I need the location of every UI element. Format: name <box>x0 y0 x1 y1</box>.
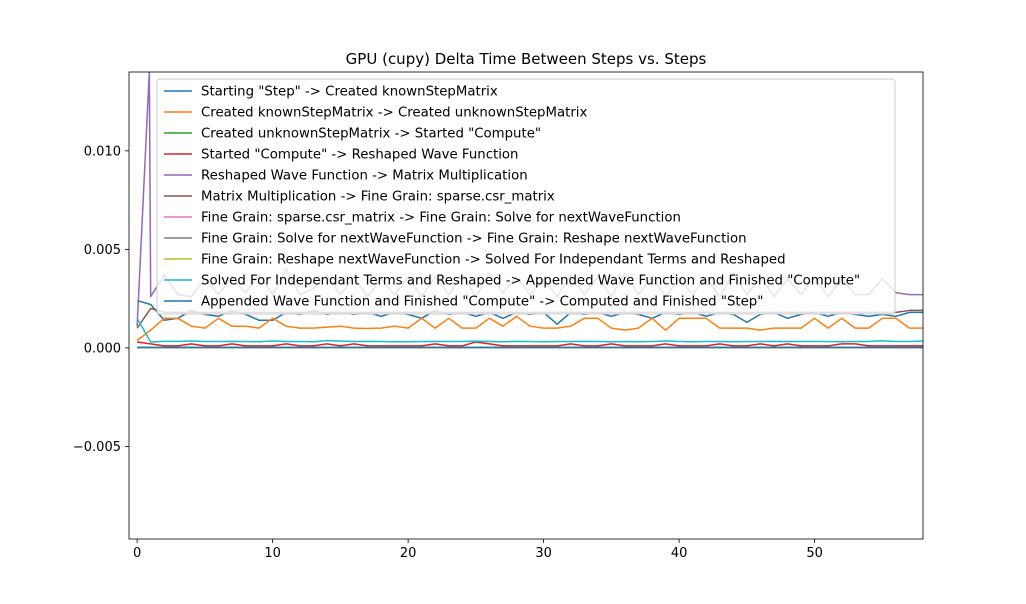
legend-label: Created unknownStepMatrix -> Started "Co… <box>201 127 541 142</box>
y-tick-label: −0.005 <box>73 440 121 455</box>
legend-label: Reshaped Wave Function -> Matrix Multipl… <box>201 169 528 184</box>
plot-area: 0 10 20 30 40 50 −0.005 0.000 0.005 0.010 <box>73 71 924 561</box>
x-tick-label: 30 <box>535 546 552 561</box>
series-lines <box>136 72 923 349</box>
legend-label: Started "Compute" -> Reshaped Wave Funct… <box>201 148 518 163</box>
x-tick-label: 0 <box>133 546 141 561</box>
legend-label: Solved For Independant Terms and Reshape… <box>201 274 860 289</box>
series-line-2 <box>136 315 923 341</box>
legend-label: Matrix Multiplication -> Fine Grain: spa… <box>201 190 555 205</box>
x-tick-label: 50 <box>806 546 823 561</box>
legend-label: Fine Grain: sparse.csr_matrix -> Fine Gr… <box>201 211 681 226</box>
legend-label: Appended Wave Function and Finished "Com… <box>201 295 763 310</box>
legend-label: Fine Grain: Solve for nextWaveFunction -… <box>201 232 747 247</box>
axes-frame <box>128 71 924 540</box>
x-tick-label: 10 <box>264 546 281 561</box>
y-tick-label: 0.000 <box>84 341 121 356</box>
y-tick-label: 0.010 <box>84 144 121 159</box>
series-line-10 <box>136 317 923 343</box>
series-line-4 <box>137 341 923 347</box>
chart-title: GPU (cupy) Delta Time Between Steps vs. … <box>346 50 707 68</box>
x-tick-label: 20 <box>400 546 417 561</box>
legend-label: Starting "Step" -> Created knownStepMatr… <box>201 85 498 100</box>
legend-box <box>156 78 896 315</box>
legend: Starting "Step" -> Created knownStepMatr… <box>156 78 896 315</box>
legend-label: Fine Grain: Reshape nextWaveFunction -> … <box>201 253 786 268</box>
x-tick-label: 40 <box>671 546 688 561</box>
legend-label: Created knownStepMatrix -> Created unkno… <box>201 106 587 121</box>
y-tick-label: 0.005 <box>84 243 121 258</box>
